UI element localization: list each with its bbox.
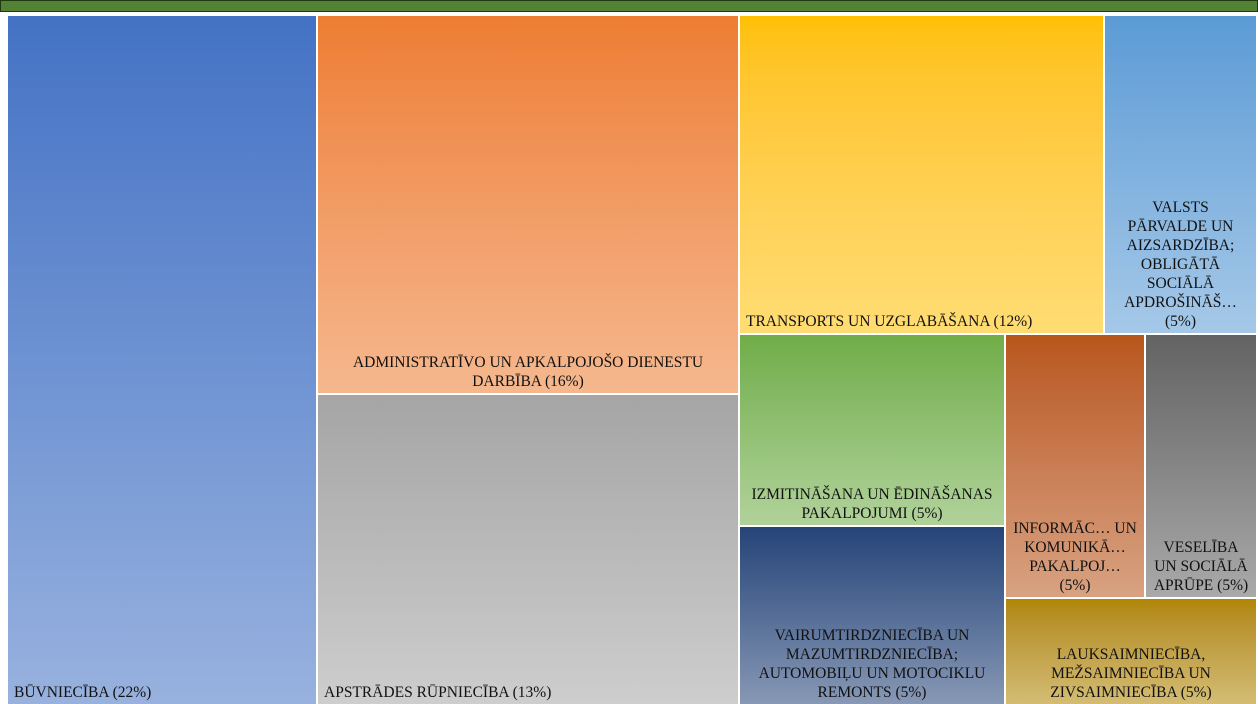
value-label: (22%) bbox=[112, 684, 152, 701]
category-label: BŪVNIECĪBA bbox=[14, 684, 109, 701]
tile-label: VESELĪBA UN SOCIĀLĀ APRŪPE (5%) bbox=[1152, 538, 1250, 595]
tile: IZMITINĀŠANA UN ĒDINĀŠANAS PAKALPOJUMI (… bbox=[740, 335, 1004, 525]
category-label: IZMITINĀŠANA UN ĒDINĀŠANAS PAKALPOJUMI bbox=[751, 486, 993, 522]
tile: APSTRĀDES RŪPNIECĪBA (13%) bbox=[318, 395, 738, 704]
tile: VALSTS PĀRVALDE UN AIZSARDZĪBA; OBLIGĀTĀ… bbox=[1105, 16, 1256, 333]
tile: VESELĪBA UN SOCIĀLĀ APRŪPE (5%) bbox=[1146, 335, 1256, 597]
tile-label: IZMITINĀŠANA UN ĒDINĀŠANAS PAKALPOJUMI (… bbox=[746, 485, 998, 523]
tile: BŪVNIECĪBA (22%) bbox=[8, 16, 316, 704]
value-label: (5%) bbox=[1180, 684, 1212, 701]
category-label: TRANSPORTS UN UZGLABĀŠANA bbox=[746, 313, 990, 330]
tile: VAIRUMTIRDZNIECĪBA UN MAZUMTIRDZNIECĪBA;… bbox=[740, 527, 1004, 704]
value-label: (5%) bbox=[1165, 313, 1196, 330]
category-label: VALSTS PĀRVALDE UN AIZSARDZĪBA; OBLIGĀTĀ… bbox=[1124, 199, 1237, 311]
value-label: (5%) bbox=[1217, 577, 1249, 594]
tile: INFORMĀC… UN KOMUNIKĀ… PAKALPOJ… (5%) bbox=[1006, 335, 1144, 597]
value-label: (12%) bbox=[993, 313, 1033, 330]
tile-label: APSTRĀDES RŪPNIECĪBA (13%) bbox=[324, 683, 551, 702]
tile-label: LAUKSAIMNIECĪBA, MEŽSAIMNIECĪBA UN ZIVSA… bbox=[1012, 645, 1250, 702]
category-label: VAIRUMTIRDZNIECĪBA UN MAZUMTIRDZNIECĪBA;… bbox=[758, 627, 986, 701]
value-label: (16%) bbox=[545, 373, 584, 390]
tile-label: TRANSPORTS UN UZGLABĀŠANA (12%) bbox=[746, 312, 1032, 331]
title-bar bbox=[0, 0, 1258, 12]
tile: ADMINISTRATĪVO UN APKALPOJOŠO DIENESTU D… bbox=[318, 16, 738, 393]
tile: LAUKSAIMNIECĪBA, MEŽSAIMNIECĪBA UN ZIVSA… bbox=[1006, 599, 1256, 704]
tile-label: INFORMĀC… UN KOMUNIKĀ… PAKALPOJ… (5%) bbox=[1012, 519, 1138, 595]
value-label: (5%) bbox=[1059, 577, 1091, 594]
category-label: INFORMĀC… UN KOMUNIKĀ… PAKALPOJ… bbox=[1013, 520, 1137, 575]
tile-label: VALSTS PĀRVALDE UN AIZSARDZĪBA; OBLIGĀTĀ… bbox=[1111, 198, 1250, 331]
category-label: VESELĪBA UN SOCIĀLĀ APRŪPE bbox=[1153, 539, 1248, 594]
category-label: APSTRĀDES RŪPNIECĪBA bbox=[324, 684, 509, 701]
category-label: LAUKSAIMNIECĪBA, MEŽSAIMNIECĪBA UN ZIVSA… bbox=[1050, 646, 1211, 701]
value-label: (13%) bbox=[512, 684, 552, 701]
value-label: (5%) bbox=[895, 684, 927, 701]
tile: TRANSPORTS UN UZGLABĀŠANA (12%) bbox=[740, 16, 1103, 333]
tile-label: BŪVNIECĪBA (22%) bbox=[14, 683, 151, 702]
category-label: ADMINISTRATĪVO UN APKALPOJOŠO DIENESTU D… bbox=[352, 354, 704, 390]
tile-label: VAIRUMTIRDZNIECĪBA UN MAZUMTIRDZNIECĪBA;… bbox=[746, 626, 998, 702]
tile-label: ADMINISTRATĪVO UN APKALPOJOŠO DIENESTU D… bbox=[324, 353, 732, 391]
value-label: (5%) bbox=[911, 505, 943, 522]
